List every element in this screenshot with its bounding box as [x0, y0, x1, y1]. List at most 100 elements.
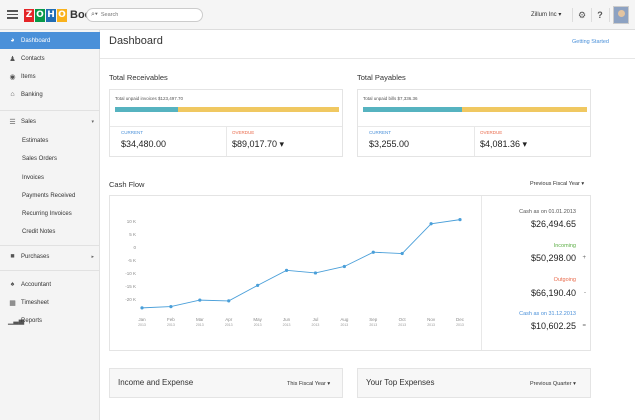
- sidebar-item-payments-received[interactable]: Payments Received: [0, 187, 100, 204]
- x-tick-year: 2013: [196, 323, 204, 327]
- getting-started-link[interactable]: Getting Started: [572, 39, 609, 45]
- sidebar-item-label: Invoices: [22, 174, 45, 181]
- search-box[interactable]: ⌕▾: [86, 8, 203, 22]
- logo-letter: Z: [24, 8, 34, 22]
- caret-down-icon: ▾: [91, 118, 94, 125]
- x-tick-label: May: [253, 317, 262, 322]
- minus-sign: -: [584, 290, 586, 296]
- top-expenses-period-dropdown[interactable]: Previous Quarter ▾: [530, 381, 576, 387]
- closing-cash-label: Cash as on 31.12.2013: [519, 311, 576, 317]
- sidebar-item-contacts[interactable]: ♟ Contacts: [0, 50, 100, 67]
- overdue-label: OVERDUE: [232, 130, 255, 135]
- x-tick-label: Aug: [340, 317, 349, 322]
- logo-letter: O: [35, 8, 45, 22]
- payables-bar[interactable]: [363, 107, 587, 112]
- menu-icon[interactable]: [7, 10, 18, 19]
- contacts-icon: ♟: [9, 55, 16, 63]
- sidebar-item-reports[interactable]: ▁▃▅ Reports: [0, 312, 100, 329]
- dashboard-icon: ◕: [10, 37, 15, 44]
- income-expense-period-dropdown[interactable]: This Fiscal Year ▾: [287, 381, 331, 387]
- sidebar-item-label: Estimates: [22, 137, 49, 144]
- gear-icon[interactable]: ⚙: [577, 10, 587, 20]
- sidebar-item-accountant[interactable]: ♠ Accountant: [0, 276, 100, 293]
- receivables-subtitle: Total unpaid invoices $123,497.70: [115, 96, 184, 101]
- sidebar-item-label: Sales: [21, 118, 37, 125]
- cashflow-series-line: [141, 219, 461, 309]
- x-tick-label: Jun: [283, 317, 291, 322]
- x-tick-label: Sep: [369, 317, 378, 322]
- x-tick-label: Mar: [196, 317, 204, 322]
- x-tick-label: Feb: [167, 317, 175, 322]
- divider: [474, 126, 475, 156]
- receivables-overdue-amount[interactable]: $89,017.70 ▾: [232, 139, 285, 149]
- cashflow-point: [169, 304, 173, 309]
- sidebar-item-purchases[interactable]: ■ Purchases ▸: [0, 248, 100, 265]
- reports-icon: ▁▃▅: [8, 317, 25, 325]
- payables-current-amount: $3,255.00: [369, 139, 410, 149]
- cashflow-point: [227, 299, 231, 303]
- cashflow-chart: 10 K5 K0-5 K-10 K-15 K-20 KJan2013Feb201…: [125, 218, 465, 327]
- sidebar-item-label: Accountant: [21, 281, 52, 288]
- cashflow-title: Cash Flow: [109, 180, 145, 189]
- sidebar-item-label: Timesheet: [21, 299, 49, 306]
- current-label: CURRENT: [121, 130, 143, 135]
- y-tick-label: -15 K: [125, 284, 136, 289]
- sidebar-item-items[interactable]: ◉ Items: [0, 68, 100, 85]
- opening-cash-value: $26,494.65: [530, 219, 576, 229]
- help-icon[interactable]: ?: [597, 10, 603, 20]
- cashflow-point: [342, 264, 346, 269]
- divider: [0, 110, 100, 111]
- sidebar-item-invoices[interactable]: Invoices: [0, 169, 100, 186]
- sidebar-item-label: Contacts: [21, 55, 45, 62]
- sidebar-item-estimates[interactable]: Estimates: [0, 132, 100, 149]
- cashflow-point: [400, 251, 404, 256]
- receivables-current-amount: $34,480.00: [121, 139, 167, 149]
- divider: [0, 245, 100, 246]
- top-expenses-title: Your Top Expenses: [366, 378, 435, 387]
- cashflow-summary: Cash as on 01.01.2013 $26,494.65 Incomin…: [481, 196, 591, 350]
- sidebar-item-label: Items: [21, 73, 36, 80]
- bank-icon: ⌂: [10, 91, 15, 98]
- search-icon[interactable]: ⌕▾: [91, 11, 98, 18]
- x-tick-year: 2013: [369, 323, 377, 327]
- y-tick-label: 0: [133, 245, 136, 250]
- outgoing-value: $66,190.40: [530, 288, 576, 298]
- logo-letter: H: [46, 8, 56, 22]
- x-tick-year: 2013: [138, 323, 146, 327]
- organization-switcher[interactable]: Zillum Inc ▾: [531, 12, 562, 18]
- y-tick-label: -20 K: [125, 297, 136, 302]
- payables-title: Total Payables: [357, 73, 406, 82]
- cashflow-period-dropdown[interactable]: Previous Fiscal Year ▾: [530, 181, 585, 187]
- sidebar-item-dashboard[interactable]: ◕ Dashboard: [0, 32, 100, 49]
- avatar[interactable]: [613, 6, 629, 24]
- sidebar-item-label: Credit Notes: [22, 228, 56, 235]
- cashflow-point: [198, 298, 202, 302]
- receivables-title: Total Receivables: [109, 73, 168, 82]
- search-input[interactable]: [100, 12, 191, 18]
- sidebar-item-banking[interactable]: ⌂ Banking: [0, 86, 100, 103]
- x-tick-label: Apr: [225, 317, 233, 322]
- divider: [591, 8, 592, 22]
- income-expense-title: Income and Expense: [118, 378, 194, 387]
- y-tick-label: 10 K: [127, 219, 136, 224]
- sidebar-item-recurring-invoices[interactable]: Recurring Invoices: [0, 205, 100, 222]
- top-expenses-card: Your Top Expenses Previous Quarter ▾: [357, 368, 591, 398]
- current-label: CURRENT: [369, 130, 391, 135]
- receivables-card: Total unpaid invoices $123,497.70 CURREN…: [109, 89, 343, 157]
- page-title: Dashboard: [109, 35, 163, 47]
- sidebar-item-sales[interactable]: ☰ Sales ▾: [0, 113, 100, 130]
- divider: [226, 126, 227, 156]
- x-tick-year: 2013: [398, 323, 406, 327]
- sidebar-item-sales-orders[interactable]: Sales Orders: [0, 150, 100, 167]
- sidebar-item-credit-notes[interactable]: Credit Notes: [0, 223, 100, 240]
- payables-overdue-amount[interactable]: $4,081.36 ▾: [480, 139, 528, 149]
- y-tick-label: -10 K: [125, 271, 136, 276]
- receivables-bar[interactable]: [115, 107, 339, 112]
- sales-icon: ☰: [9, 118, 16, 126]
- caret-right-icon: ▸: [91, 253, 94, 260]
- sidebar-item-timesheet[interactable]: ▦ Timesheet: [0, 294, 100, 311]
- cashflow-point: [458, 218, 462, 222]
- payables-subtitle: Total unpaid bills $7,336.36: [363, 96, 418, 101]
